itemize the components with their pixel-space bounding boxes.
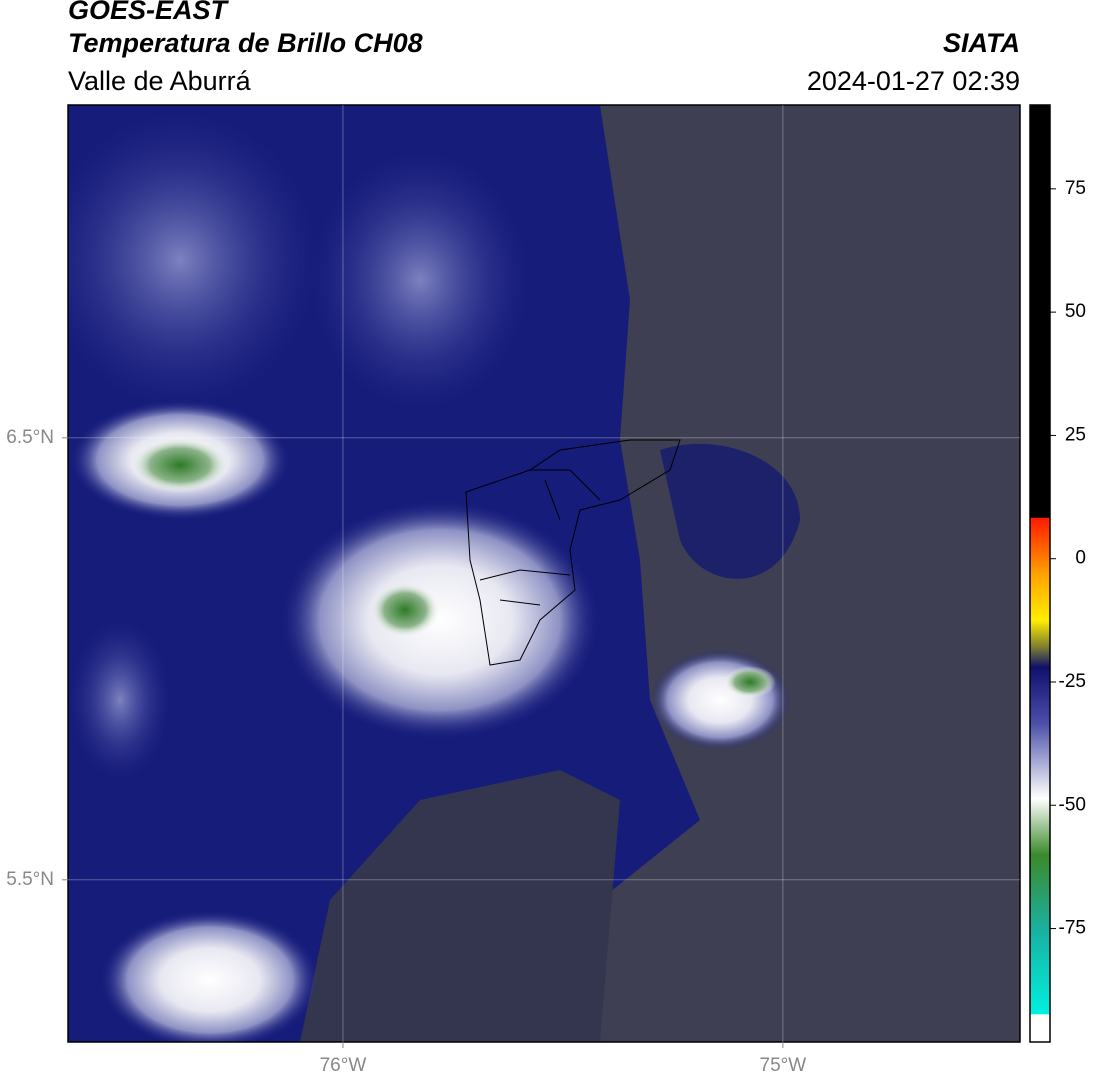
colorbar-tick-label: 50 [1065, 301, 1086, 322]
colorbar-tick-label: 25 [1065, 424, 1086, 445]
y-tick-label: 6.5°N [6, 427, 54, 448]
x-tick-label: 76°W [320, 1055, 367, 1076]
region: Valle de Aburrá [68, 66, 252, 96]
y-tick-label: 5.5°N [6, 869, 54, 890]
map-frame [67, 104, 1021, 1043]
colorbar-tick-label: 0 [1075, 548, 1086, 569]
satellite: GOES-EAST [68, 0, 230, 25]
colorbar-tick-label: -75 [1059, 918, 1086, 939]
colorbar-tick-label: -50 [1059, 794, 1086, 815]
colorbar [1029, 104, 1051, 1043]
colorbar-tick-label: 75 [1065, 178, 1086, 199]
x-tick-label: 75°W [760, 1055, 807, 1076]
datetime: 2024-01-27 02:39 [807, 66, 1020, 96]
source: SIATA [943, 28, 1020, 58]
satellite-image [68, 105, 1020, 1042]
colorbar-tick-label: -25 [1059, 671, 1086, 692]
product: Temperatura de Brillo CH08 [68, 28, 423, 58]
